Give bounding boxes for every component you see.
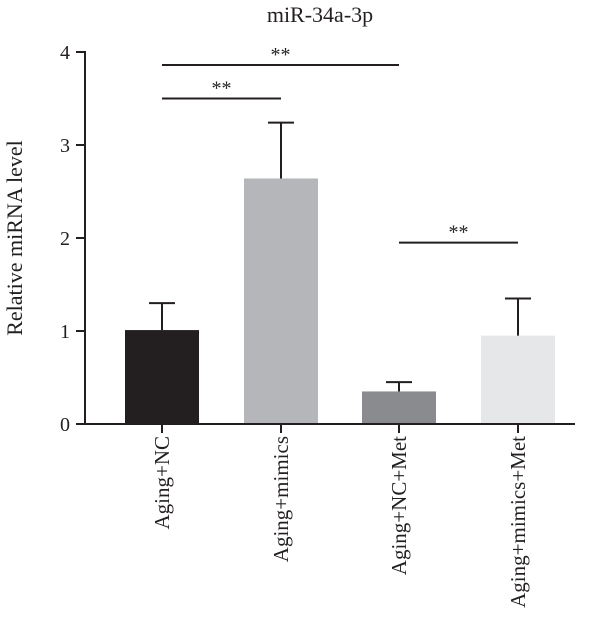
bar-2 <box>244 178 318 424</box>
x-tick-label-2: Aging+mimics <box>269 436 293 562</box>
bars-layer <box>125 178 555 424</box>
chart-title: miR-34a-3p <box>267 2 373 27</box>
bar-1 <box>125 330 199 424</box>
y-tick-label-2: 2 <box>60 228 70 250</box>
bar-3 <box>362 391 436 424</box>
significance-label-1: ** <box>212 78 232 100</box>
y-tick-label-1: 1 <box>60 321 70 343</box>
significance-label-3: ** <box>449 222 469 244</box>
error-bars-layer <box>149 121 531 392</box>
y-tick-label-0: 0 <box>60 414 70 436</box>
significance-label-2: ** <box>271 44 291 66</box>
significance-layer: ** ** ** <box>162 44 518 244</box>
y-tick-label-4: 4 <box>60 42 70 64</box>
x-tick-label-1: Aging+NC <box>150 436 174 530</box>
y-tick-label-3: 3 <box>60 135 70 157</box>
x-tick-label-3: Aging+NC+Met <box>387 436 411 575</box>
y-axis-label: Relative miRNA level <box>2 140 27 336</box>
axes-layer: 0 1 2 3 4 Aging+NC Aging+mimics Aging+NC+Met Agi… <box>60 42 575 608</box>
x-tick-label-4: Aging+mimics+Met <box>506 436 530 608</box>
bar-4 <box>481 335 555 424</box>
